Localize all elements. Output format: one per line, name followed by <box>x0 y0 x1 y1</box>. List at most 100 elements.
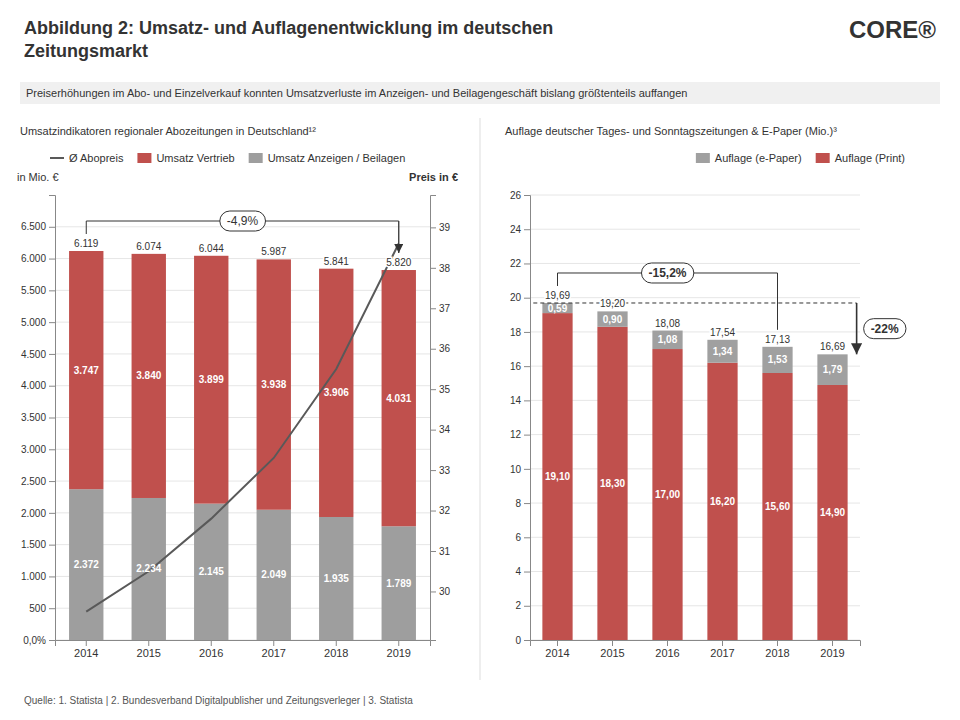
y-axis-tick-mark <box>49 513 55 514</box>
data-label: 14,90 <box>820 507 845 518</box>
grid-line <box>530 537 860 538</box>
bar <box>817 385 847 640</box>
total-label: 19,69 <box>545 290 570 301</box>
y-axis-tick-label: 1.500 <box>21 539 46 550</box>
data-label: 2.145 <box>199 566 224 577</box>
y-axis-tick-label: 26 <box>510 190 522 201</box>
bar <box>69 251 103 489</box>
legend-swatch <box>816 153 830 163</box>
y-axis-tick-label: 5.500 <box>21 285 46 296</box>
y2-axis-tick: 35 <box>430 384 451 395</box>
bar <box>194 256 228 504</box>
y-axis-tick-mark <box>49 640 55 641</box>
marks <box>69 244 416 640</box>
grid-line <box>530 229 860 230</box>
y2-axis-tick-label: 38 <box>439 263 451 274</box>
total-label: 5.820 <box>386 257 411 268</box>
y-axis-tick-label: 4.500 <box>21 349 46 360</box>
y2-axis-tick: 36 <box>430 343 451 354</box>
y-axis-tick-label: 6.500 <box>21 221 46 232</box>
y-axis-tick: 500 <box>29 603 55 614</box>
subtitle-strip <box>20 82 940 104</box>
x-axis-line <box>56 641 431 647</box>
y2-axis-tick: 31 <box>430 546 451 557</box>
y-axis-tick-label: 24 <box>510 224 522 235</box>
y-axis-tick-mark <box>49 386 55 387</box>
data-label: 2.049 <box>261 569 286 580</box>
y-axis-tick-mark <box>49 576 55 577</box>
y-axis-tick: 5.500 <box>21 285 55 296</box>
x-tick-label: 2017 <box>710 647 734 659</box>
y-axis-tick-mark <box>524 400 530 401</box>
grid-line <box>55 449 430 450</box>
data-label: 16,20 <box>710 496 735 507</box>
x-tick: 2017 <box>710 640 734 659</box>
x-tick-mark <box>667 640 668 646</box>
legend: Auflage (e-Paper)Auflage (Print) <box>696 152 905 164</box>
y-axis-tick-mark <box>49 545 55 546</box>
reference-line <box>533 302 856 303</box>
change-arrow <box>856 303 858 354</box>
y-axis-tick-mark <box>524 229 530 230</box>
x-tick-label: 2014 <box>545 647 569 659</box>
legend-item: Umsatz Vertrieb <box>137 152 234 164</box>
data-label: 3.906 <box>324 387 349 398</box>
y-axis-tick-mark <box>524 298 530 299</box>
y2-axis-tick-mark <box>430 430 436 431</box>
bar <box>817 354 847 385</box>
y-axis-tick-mark <box>524 606 530 607</box>
data-label: 2.234 <box>136 563 161 574</box>
y-axis-tick-mark <box>49 354 55 355</box>
grid-line <box>55 544 430 545</box>
grid-line <box>530 400 860 401</box>
data-label: 1,08 <box>658 334 678 345</box>
y-axis-tick-mark <box>49 259 55 260</box>
x-tick: 2014 <box>74 640 98 659</box>
y2-axis-tick: 33 <box>430 465 451 476</box>
y-axis-tick: 12 <box>510 429 530 440</box>
grid-line <box>530 468 860 469</box>
data-label: 3.840 <box>136 370 161 381</box>
y-axis-tick-mark <box>524 469 530 470</box>
y-axis-tick-mark <box>524 435 530 436</box>
y-axis-tick: 3.500 <box>21 412 55 423</box>
y2-axis-tick: 39 <box>430 222 451 233</box>
y-axis-tick-label: 500 <box>29 603 46 614</box>
y2-axis-tick-mark <box>430 268 436 269</box>
x-tick-mark <box>273 640 274 646</box>
legend-item: Auflage (e-Paper) <box>696 152 802 164</box>
y2-axis-tick-label: 32 <box>439 505 451 516</box>
data-label: 2.372 <box>74 559 99 570</box>
chart-root: Abbildung 2: Umsatz- und Auflagenentwick… <box>0 0 960 720</box>
subtitle: Preiserhöhungen im Abo- und Einzelverkau… <box>26 87 687 99</box>
data-label: 1,53 <box>768 354 788 365</box>
x-tick-mark <box>612 640 613 646</box>
grid-line <box>55 576 430 577</box>
y-axis-tick-label: 4.000 <box>21 380 46 391</box>
bracket-tick <box>777 273 778 330</box>
y-axis-tick: 1.000 <box>21 571 55 582</box>
y2-axis: 30313233343536373839 <box>430 196 451 641</box>
data-label: 0,90 <box>603 314 623 325</box>
y-axis-tick: 5.000 <box>21 317 55 328</box>
grid-line <box>55 353 430 354</box>
bar <box>382 270 416 526</box>
data-label: 4.031 <box>386 393 411 404</box>
y-axis-tick: 20 <box>510 292 530 303</box>
y-axis-tick-mark <box>49 322 55 323</box>
y-axis-tick: 14 <box>510 395 530 406</box>
y-axis-tick: 0,0% <box>23 635 55 646</box>
grid-line <box>530 297 860 298</box>
bar <box>132 498 166 640</box>
y-axis-tick-mark <box>524 366 530 367</box>
x-tick-label: 2016 <box>199 647 223 659</box>
x-tick-label: 2015 <box>137 647 161 659</box>
y-axis-tick-label: 10 <box>510 464 522 475</box>
y-axis-tick-mark <box>49 481 55 482</box>
y-axis-tick-mark <box>524 572 530 573</box>
total-label: 6.044 <box>199 243 224 254</box>
y-axis-tick-label: 14 <box>510 395 522 406</box>
y-axis-tick-label: 4 <box>515 566 521 577</box>
y-axis-tick-mark <box>49 608 55 609</box>
legend-item: Umsatz Anzeigen / Beilagen <box>249 152 406 164</box>
